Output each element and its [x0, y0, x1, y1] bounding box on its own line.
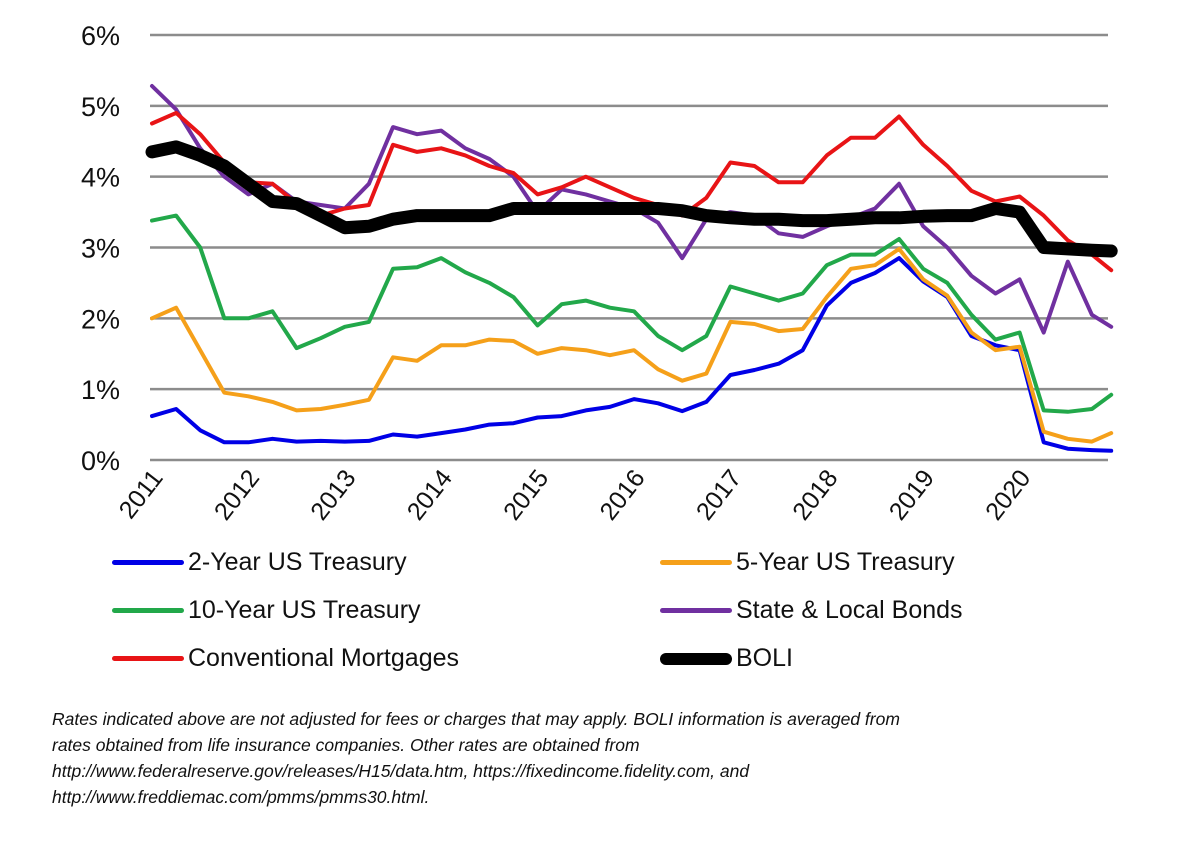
legend-swatch-conventional-mortgages: [112, 656, 184, 661]
legend-item-boli: BOLI: [660, 644, 793, 673]
legend-label: 2-Year US Treasury: [188, 548, 407, 576]
footnote-line: http://www.federalreserve.gov/releases/H…: [52, 761, 750, 781]
footnote-line: Rates indicated above are not adjusted f…: [52, 709, 900, 729]
legend-label: State & Local Bonds: [736, 596, 963, 624]
y-tick-label: 4%: [81, 163, 120, 193]
legend-swatch-10yr-treasury: [112, 608, 184, 613]
legend-item-2yr-treasury: 2-Year US Treasury: [112, 548, 407, 577]
x-axis-tick-labels: 2011 2012 2013 2014 2015 2016 2017 2018 2019 2020: [114, 464, 1037, 525]
x-tick-label: 2020: [980, 464, 1036, 525]
series-line-5-year-us-treasury: [150, 246, 1114, 444]
x-tick-label: 2016: [594, 464, 650, 525]
legend-label: 10-Year US Treasury: [188, 596, 421, 624]
y-axis-tick-labels: 0% 1% 2% 3% 4% 5% 6%: [81, 21, 120, 476]
x-tick-label: 2012: [209, 464, 265, 525]
y-tick-label: 2%: [81, 304, 120, 334]
legend-swatch-boli: [660, 652, 732, 665]
x-tick-label: 2018: [787, 464, 843, 525]
legend-item-5yr-treasury: 5-Year US Treasury: [660, 548, 955, 577]
legend-label: 5-Year US Treasury: [736, 548, 955, 576]
y-tick-label: 5%: [81, 92, 120, 122]
gridlines: [150, 33, 1108, 462]
legend-item-state-local-bonds: State & Local Bonds: [660, 596, 963, 625]
footnote: Rates indicated above are not adjusted f…: [52, 706, 1152, 810]
y-tick-label: 1%: [81, 375, 120, 405]
y-tick-label: 3%: [81, 234, 120, 264]
legend-swatch-2yr-treasury: [112, 560, 184, 565]
x-tick-label: 2019: [884, 464, 940, 525]
legend-swatch-state-local-bonds: [660, 608, 732, 613]
y-tick-label: 6%: [81, 21, 120, 51]
x-tick-label: 2017: [691, 464, 747, 525]
series-line-boli: [145, 140, 1118, 258]
footnote-line: rates obtained from life insurance compa…: [52, 735, 640, 755]
x-tick-label: 2014: [402, 464, 458, 525]
x-tick-label: 2015: [498, 464, 554, 525]
series-lines: [145, 84, 1118, 453]
x-tick-label: 2011: [114, 464, 169, 524]
legend-item-conventional-mortgages: Conventional Mortgages: [112, 644, 459, 673]
series-line-2-year-us-treasury: [150, 256, 1114, 453]
legend-label: Conventional Mortgages: [188, 644, 459, 672]
legend-item-10yr-treasury: 10-Year US Treasury: [112, 596, 421, 625]
line-chart: 0%1%2%3%4%5%6% 2011 2012 2013 2014 2015 2016 2…: [81, 21, 1118, 526]
y-tick-label: 0%: [81, 446, 120, 476]
x-tick-label: 2013: [305, 464, 361, 525]
footnote-line: http://www.freddiemac.com/pmms/pmms30.ht…: [52, 787, 430, 807]
legend-swatch-5yr-treasury: [660, 560, 732, 565]
legend-label: BOLI: [736, 644, 793, 672]
series-line-10-year-us-treasury: [150, 213, 1114, 414]
